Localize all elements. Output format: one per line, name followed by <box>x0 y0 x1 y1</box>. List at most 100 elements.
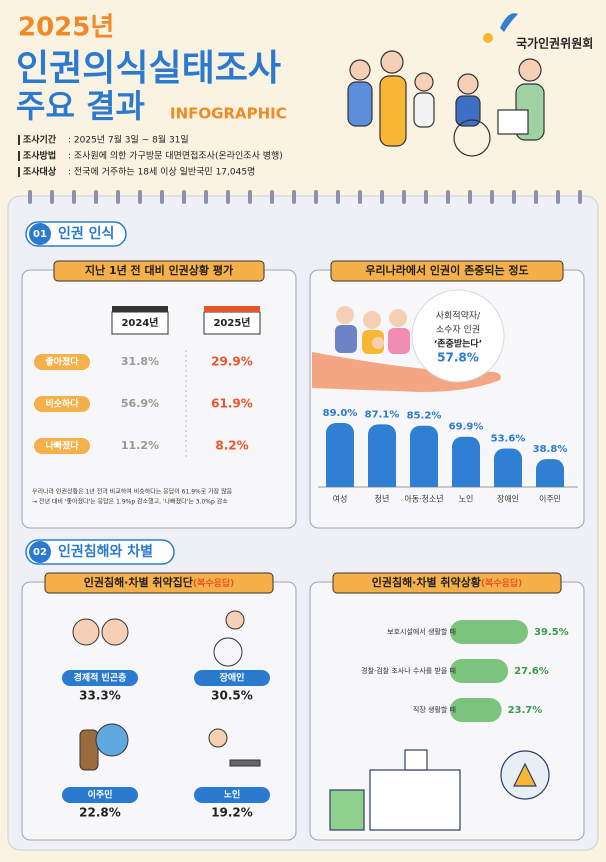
column-header: 2025년 <box>213 316 250 329</box>
row-label: 좋아졌다 <box>45 356 79 368</box>
ring <box>50 190 54 204</box>
ring <box>138 190 142 204</box>
panel-title-bg <box>44 572 274 594</box>
bar <box>452 436 480 487</box>
bar-foot <box>536 477 564 487</box>
info-bullet <box>18 167 20 177</box>
bar-foot <box>326 477 354 487</box>
section-title: 인권침해와 차별 <box>58 543 153 560</box>
group-value: 33.3% <box>79 689 121 703</box>
bar <box>450 620 528 644</box>
value-label: 23.7% <box>508 705 543 716</box>
info-text: : 2025년 7월 3일 ~ 8월 31일 <box>68 134 189 146</box>
bar <box>326 423 354 487</box>
ring <box>314 190 318 204</box>
ring <box>292 190 296 204</box>
callout-line: 사회적약자/ <box>436 310 481 322</box>
info-text: : 조사원에 의한 가구방문 대면면접조사(온라인조사 병행) <box>68 150 283 162</box>
panel-title: 우리나라에서 인권이 존중되는 정도 <box>365 263 528 277</box>
ring <box>358 190 362 204</box>
group-label-bg <box>194 787 270 803</box>
main-title: 인권의식실태조사 <box>16 48 281 89</box>
category-label: 경찰·검찰 조사나 수사를 받을 때 <box>361 666 456 675</box>
callout-bubble <box>411 289 505 383</box>
subtitle: 주요 결과 <box>16 87 145 125</box>
panel-title-bg <box>332 572 562 594</box>
category-label: 직장 생활할 때 <box>413 705 456 714</box>
bar <box>450 659 509 683</box>
column-header: 2024년 <box>121 316 158 329</box>
group-value: 22.8% <box>79 806 121 820</box>
people-illustration <box>347 50 545 157</box>
ring <box>116 190 120 204</box>
ring <box>490 190 494 204</box>
bar-foot <box>494 477 522 487</box>
row-label-bg <box>34 438 90 454</box>
group-label-bg <box>194 670 270 686</box>
value-2024: 56.9% <box>121 397 159 410</box>
section-number: 02 <box>33 547 47 558</box>
callout-line: ‘존중받는다’ <box>434 338 482 350</box>
bar-foot <box>410 477 438 487</box>
group-value: 19.2% <box>211 806 253 820</box>
binder-rings <box>28 190 582 204</box>
group-illustrations <box>72 610 261 771</box>
value-label: 53.6% <box>491 433 526 444</box>
building-illustration <box>329 749 550 831</box>
column-header-top <box>112 306 168 312</box>
category-label: 장애인 <box>497 494 519 504</box>
section-badge <box>25 221 127 247</box>
value-2025: 29.9% <box>211 355 253 369</box>
row-label-bg <box>34 396 90 412</box>
group-label-bg <box>62 670 138 686</box>
panel-note: (복수응답) <box>193 577 234 589</box>
category-label: 여성 <box>333 494 348 504</box>
ring <box>72 190 76 204</box>
info-text: : 전국에 거주하는 18세 이상 일반국민 17,045명 <box>68 167 255 178</box>
category-label: 보호시설에서 생활할 때 <box>387 627 456 636</box>
value-label: 69.9% <box>449 422 484 433</box>
row-label: 나빠졌다 <box>45 440 79 452</box>
value-2025: 61.9% <box>211 397 253 411</box>
info-bullet <box>18 135 20 145</box>
ring <box>402 190 406 204</box>
ring <box>28 190 32 204</box>
bar <box>368 424 396 487</box>
panel-title-bg <box>53 260 265 282</box>
ring <box>424 190 428 204</box>
category-label: 아동·청소년 <box>404 494 443 504</box>
ring <box>446 190 450 204</box>
section-number-bg <box>29 541 51 563</box>
section-number: 01 <box>33 229 47 240</box>
group-label: 노인 <box>224 790 241 801</box>
group-value: 30.5% <box>211 689 253 703</box>
ring <box>248 190 252 204</box>
note: → 전년 대비 '좋아졌다'는 응답은 1.9%p 감소했고, '나빠졌다'는 … <box>32 498 228 506</box>
callout-line: 소수자 인권 <box>436 324 480 336</box>
group-label: 경제적 빈곤층 <box>74 672 127 684</box>
group-label-bg <box>62 787 138 803</box>
value-label: 27.6% <box>514 666 549 677</box>
year: 2025년 <box>18 13 114 43</box>
bar <box>450 698 502 722</box>
value-label: 38.8% <box>533 444 568 455</box>
ring <box>226 190 230 204</box>
column-header-top <box>204 306 260 312</box>
panel-note: (복수응답) <box>481 577 522 589</box>
ring <box>578 190 582 204</box>
ring <box>512 190 516 204</box>
value-2024: 31.8% <box>121 355 159 368</box>
ring <box>468 190 472 204</box>
ring <box>94 190 98 204</box>
ring <box>556 190 560 204</box>
info-bullet <box>18 151 20 161</box>
callout-value: 57.8% <box>437 351 479 365</box>
value-label: 87.1% <box>365 409 400 420</box>
section-title: 인권 인식 <box>58 225 114 242</box>
info-label: 조사방법 <box>23 150 56 162</box>
group-label: 장애인 <box>220 672 245 684</box>
ring <box>204 190 208 204</box>
category-label: 이주민 <box>539 494 561 504</box>
